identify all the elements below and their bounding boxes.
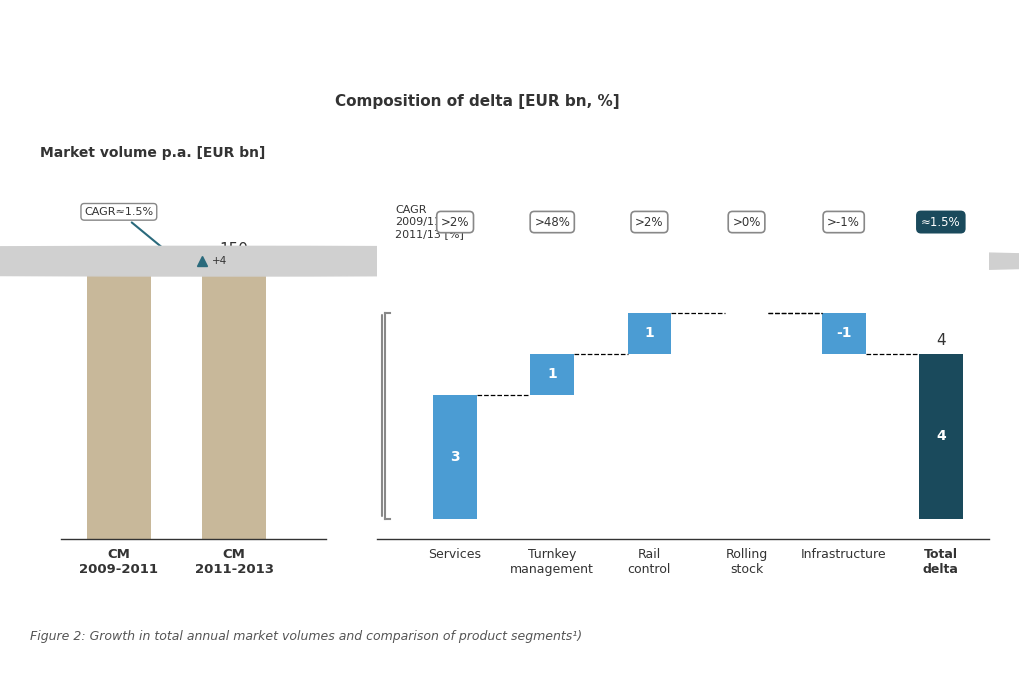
Text: CAGR≈1.5%: CAGR≈1.5% bbox=[85, 207, 172, 256]
Bar bbox=[918, 354, 962, 518]
Text: 146: 146 bbox=[104, 250, 133, 265]
Text: >2%: >2% bbox=[635, 216, 663, 228]
Text: 150: 150 bbox=[219, 243, 249, 257]
Text: 4: 4 bbox=[935, 429, 945, 443]
Text: ≈1.5%: ≈1.5% bbox=[920, 216, 960, 228]
Text: CAGR
2009/11-
2011/13 [%]: CAGR 2009/11- 2011/13 [%] bbox=[394, 205, 464, 239]
Text: -1: -1 bbox=[836, 326, 851, 340]
Text: Composition of delta [EUR bn, %]: Composition of delta [EUR bn, %] bbox=[334, 94, 619, 109]
Bar bbox=[202, 261, 266, 539]
Bar bbox=[627, 313, 671, 354]
Text: >2%: >2% bbox=[440, 216, 469, 228]
Text: 0: 0 bbox=[741, 306, 751, 319]
Text: 4: 4 bbox=[935, 333, 945, 348]
Text: Market volume p.a. [EUR bn]: Market volume p.a. [EUR bn] bbox=[40, 146, 265, 160]
Text: +4: +4 bbox=[211, 256, 226, 266]
Bar bbox=[821, 313, 865, 354]
Bar bbox=[433, 395, 477, 518]
Bar bbox=[87, 268, 151, 539]
Text: >48%: >48% bbox=[534, 216, 570, 228]
Text: Figure 2: Growth in total annual market volumes and comparison of product segmen: Figure 2: Growth in total annual market … bbox=[31, 630, 582, 644]
Text: 1: 1 bbox=[547, 367, 556, 381]
Text: >0%: >0% bbox=[732, 216, 760, 228]
Circle shape bbox=[0, 247, 1019, 276]
Bar bbox=[530, 354, 574, 395]
Text: The current market grew by ≈1,5 % CAGR over the previous
period, achieving growt: The current market grew by ≈1,5 % CAGR o… bbox=[31, 36, 714, 80]
Text: >-1%: >-1% bbox=[826, 216, 859, 228]
Text: 1: 1 bbox=[644, 326, 653, 340]
Text: 3: 3 bbox=[449, 450, 460, 464]
